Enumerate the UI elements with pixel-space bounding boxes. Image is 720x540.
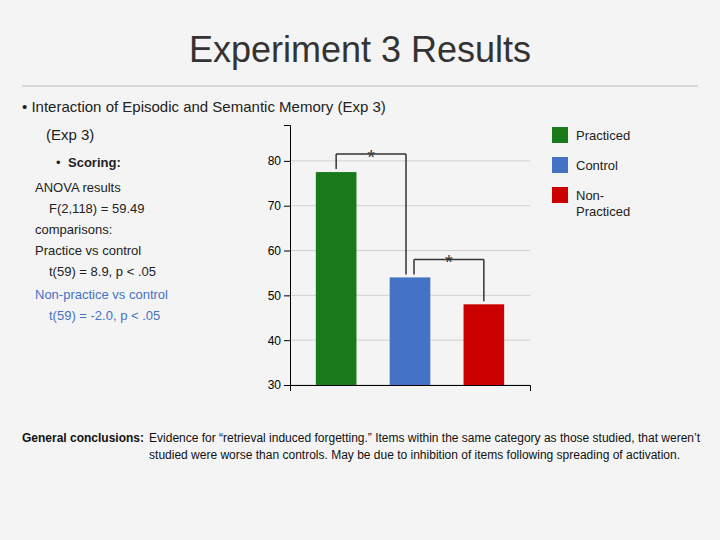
annotation: Practice vs control (35, 243, 141, 258)
legend-label-line: Practiced (576, 128, 630, 143)
legend-label-line: Control (576, 158, 618, 173)
y-tick-mark (284, 251, 290, 252)
slide: Experiment 3 Results • Interaction of Epi… (0, 0, 720, 540)
y-tick: 70 (268, 199, 290, 213)
bar (464, 304, 505, 385)
annotation: • (56, 155, 61, 170)
legend-label: Control (576, 158, 618, 173)
legend-label: Non-Practiced (576, 188, 630, 219)
bracket-line (335, 154, 337, 169)
y-tick-mark (284, 340, 290, 341)
conclusion-line: Evidence for “retrieval induced forgetti… (149, 431, 701, 445)
y-tick-label: 40 (268, 334, 282, 348)
y-tick-mark (284, 385, 290, 386)
bar (390, 277, 431, 385)
y-tick-label: 60 (268, 244, 282, 258)
title: Experiment 3 Results (189, 29, 531, 70)
annotation: ANOVA results (35, 180, 121, 195)
background (0, 0, 720, 540)
legend-swatch (552, 127, 568, 143)
annotation: (Exp 3) (46, 126, 94, 143)
legend-label: Practiced (576, 128, 630, 143)
y-axis: 30 40 50 60 70 80 (268, 126, 291, 393)
y-tick: 80 (268, 154, 290, 168)
legend: PracticedControlNon-Practiced (552, 127, 630, 219)
annotation: Scoring: (68, 155, 121, 170)
legend-swatch (552, 187, 568, 203)
conclusion-text: Evidence for “retrieval induced forgetti… (149, 431, 701, 462)
y-tick: 50 (268, 289, 290, 303)
y-tick: 30 (268, 378, 290, 392)
y-tick-label: 30 (268, 378, 282, 392)
legend-item: Practiced (552, 127, 630, 143)
legend-label-line: Non- (576, 188, 604, 203)
x-axis-line (291, 386, 531, 392)
title-rule (22, 86, 698, 87)
y-tick-mark (284, 206, 290, 207)
annotation: t(59) = 8.9, p < .05 (49, 264, 156, 279)
y-tick-mark (284, 295, 290, 296)
grid-line (290, 160, 530, 161)
y-tick: 40 (268, 334, 290, 348)
bar (316, 172, 357, 385)
y-tick-label: 50 (268, 289, 282, 303)
y-tick: 60 (268, 244, 290, 258)
annotation: Non-practice vs control (35, 287, 168, 302)
significance-bracket (336, 154, 406, 274)
significance-star: * (445, 251, 453, 273)
bracket-line (413, 259, 415, 274)
significance-star: * (367, 146, 375, 168)
conclusion-line: studied were worse than controls. May be… (149, 448, 680, 462)
y-tick-mark (284, 161, 290, 162)
bracket-line (483, 259, 485, 301)
x-axis (291, 386, 531, 392)
annotation: • Interaction of Episodic and Semantic M… (22, 98, 386, 115)
legend-item: Non-Practiced (552, 187, 630, 219)
conclusion-label: General conclusions: (22, 431, 144, 445)
bars (316, 172, 504, 385)
grid (290, 161, 530, 385)
y-axis-line (284, 126, 291, 386)
legend-swatch (552, 157, 568, 173)
legend-item: Control (552, 157, 618, 173)
annotation: comparisons: (35, 222, 112, 237)
bracket-line (405, 154, 407, 274)
y-tick-label: 80 (268, 154, 282, 168)
legend-label-line: Practiced (576, 204, 630, 219)
annotation: F(2,118) = 59.49 (49, 201, 145, 216)
annotation: t(59) = -2.0, p < .05 (49, 308, 160, 323)
y-tick-label: 70 (268, 199, 282, 213)
